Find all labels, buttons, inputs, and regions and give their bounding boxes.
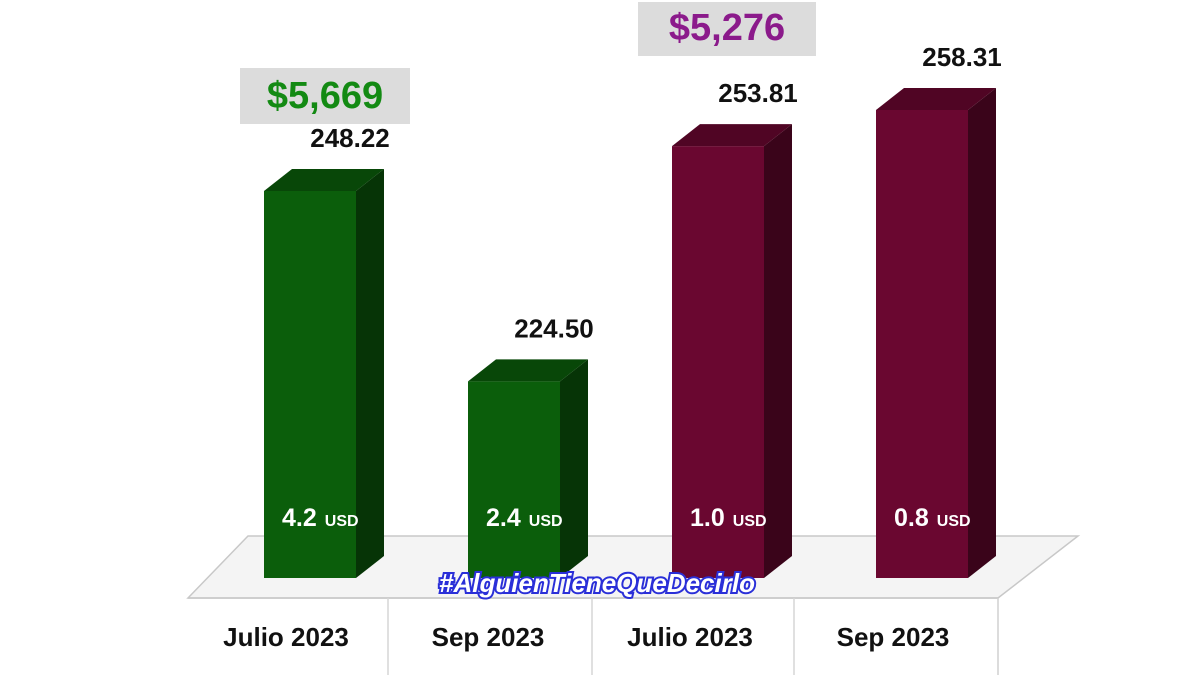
group-total-1: $5,669 [240, 68, 410, 124]
bars-layer [264, 88, 996, 578]
bar-top-face [264, 168, 384, 191]
category-label: Julio 2023 [223, 622, 349, 652]
bar-side-face [764, 124, 792, 578]
usd-value: 0.8 [894, 504, 929, 532]
usd-value: 4.2 [282, 504, 317, 532]
bar-top-face [672, 124, 792, 147]
usd-unit: USD [325, 513, 359, 530]
bar-top-face [468, 359, 588, 382]
bar-2 [468, 359, 588, 578]
usd-unit: USD [733, 513, 767, 530]
usd-label: 1.0 USD [690, 504, 767, 532]
usd-value: 1.0 [690, 504, 725, 532]
group-total-label: $5,276 [669, 7, 785, 49]
bar-value-label: 258.31 [922, 42, 1002, 72]
bar-3 [672, 124, 792, 578]
usd-label: 0.8 USD [894, 504, 971, 532]
bar-1 [264, 168, 384, 578]
group-total-label: $5,669 [267, 75, 383, 117]
bar-value-label: 248.22 [310, 123, 390, 153]
bar-4 [876, 88, 996, 578]
usd-value: 2.4 [486, 504, 521, 532]
usd-unit: USD [529, 513, 563, 530]
chart-floor [186, 535, 1081, 675]
bar-top-face [876, 88, 996, 110]
category-label: Sep 2023 [837, 622, 950, 652]
bar-value-label: 224.50 [514, 313, 594, 343]
usd-label: 4.2 USD [282, 504, 359, 532]
totals-layer: $5,669 $5,276 [240, 2, 816, 124]
bar-front-face [876, 110, 968, 578]
category-label: Sep 2023 [432, 622, 545, 652]
bar-front-face [468, 381, 560, 578]
hashtag-watermark: #AlguienTieneQueDecirlo [439, 568, 755, 598]
bar-front-face [264, 190, 356, 578]
category-label: Julio 2023 [627, 622, 753, 652]
labels-layer: 248.22 4.2 USD Julio 2023 224.50 2.4 USD Sep 20… [223, 42, 1002, 652]
bar-side-face [968, 88, 996, 578]
group-total-box [240, 68, 410, 124]
group-total-box [638, 2, 816, 56]
bar-value-label: 253.81 [718, 78, 798, 108]
bar-front-face [672, 146, 764, 578]
usd-unit: USD [937, 513, 971, 530]
bar-side-face [356, 168, 384, 578]
bar-side-face [560, 359, 588, 578]
group-total-2: $5,276 [638, 2, 816, 56]
usd-label: 2.4 USD [486, 504, 563, 532]
